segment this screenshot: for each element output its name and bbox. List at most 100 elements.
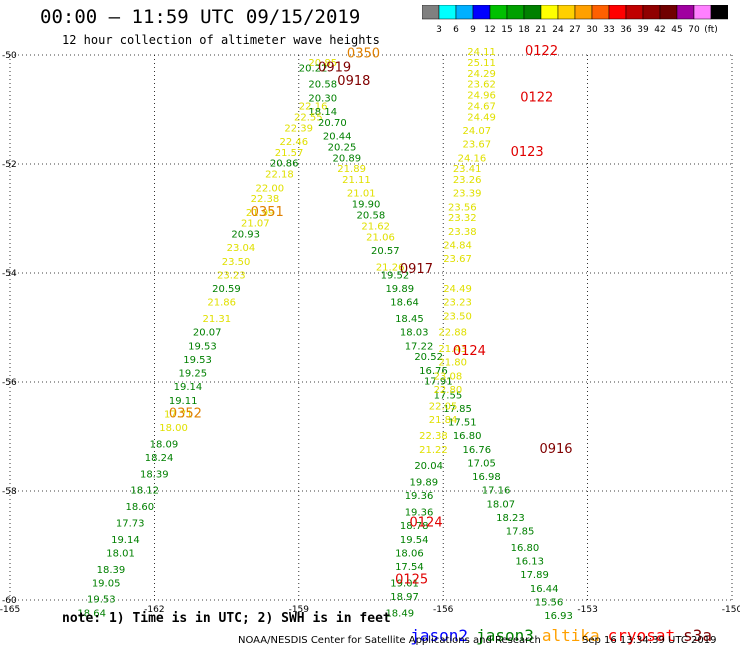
swh-point-label: 16.76 — [419, 366, 448, 377]
colorbar-label: 39 — [637, 25, 649, 35]
swh-point-label: 21.26 — [376, 262, 405, 273]
swh-point-label: 19.90 — [352, 200, 381, 211]
swh-point-label: 18.78 — [400, 521, 429, 532]
swh-point-label: 17.73 — [116, 518, 145, 529]
swh-point-label: 23.38 — [448, 227, 477, 238]
swh-point-label: 21.99 — [246, 208, 275, 219]
swh-point-label: 19.89 — [410, 478, 439, 489]
satellite-jason2: jason2 — [410, 626, 469, 645]
swh-point-label: 25.11 — [467, 58, 496, 69]
swh-point-label: 18.23 — [496, 513, 525, 524]
pass-time-label: 0350 — [347, 47, 380, 62]
swh-point-label: 20.85 — [308, 58, 337, 69]
x-tick-label: -156 — [433, 605, 454, 615]
swh-point-label: 21.11 — [342, 175, 371, 186]
swh-point-label: 21.57 — [275, 148, 304, 159]
satellite-cryosat: cryosat — [607, 626, 676, 645]
swh-point-label: 21.07 — [241, 219, 270, 230]
pass-time-label: 0352 — [169, 406, 202, 421]
swh-point-label: 22.00 — [255, 183, 284, 194]
swh-point-label: 24.16 — [458, 153, 487, 164]
x-tick-label: -159 — [289, 605, 310, 615]
colorbar-label: 33 — [603, 25, 614, 35]
swh-point-label: 23.23 — [443, 298, 472, 309]
colorbar-swatch — [710, 5, 728, 20]
chart-area: -165 -162 -159 -156 -153 -150 -50 -52 -54 -56 -58 -… — [0, 44, 740, 620]
swh-point-label: 24.49 — [443, 284, 472, 295]
swh-point-label: 17.55 — [434, 390, 463, 401]
swh-point-label: 23.50 — [222, 257, 251, 268]
swh-point-label: 22.88 — [438, 328, 467, 339]
pass-time-label: 0125 — [395, 573, 428, 588]
swh-point-label: 18.64 — [390, 298, 419, 309]
colorbar-label: 21 — [535, 25, 546, 35]
swh-point-label: 21.31 — [203, 314, 232, 325]
swh-point-label: 17.51 — [448, 418, 477, 429]
swh-point-label: 24.49 — [467, 112, 496, 123]
swh-point-label: 20.57 — [371, 246, 400, 257]
swh-point-label: 15.56 — [535, 597, 564, 608]
swh-point-label: 17.91 — [424, 377, 453, 388]
swh-point-label: 19.36 — [405, 508, 434, 519]
swh-point-label: 21.43 — [438, 344, 467, 355]
pass-time-label: 0917 — [400, 262, 433, 277]
x-tick-label: -162 — [144, 605, 164, 615]
swh-point-label: 22.38 — [251, 194, 280, 205]
satellite-jason3: jason3 — [476, 626, 534, 645]
swh-point-label: 18.03 — [400, 328, 429, 339]
swh-point-label: 24.07 — [462, 126, 491, 137]
x-tick-label: -165 — [0, 605, 20, 615]
swh-point-label: 20.30 — [308, 93, 337, 104]
swh-point-label: 19.05 — [92, 578, 121, 589]
swh-point-label: 19.14 — [111, 535, 140, 546]
swh-point-label: 17.85 — [443, 404, 472, 415]
colorbar-label: 45 — [671, 25, 682, 35]
swh-point-label: 19.25 — [178, 369, 207, 380]
swh-point-label: 20.22 — [299, 63, 328, 74]
swh-point-label: 20.93 — [231, 230, 260, 241]
pass-time-label: 0124 — [410, 515, 443, 530]
swh-point-label: 22.39 — [284, 123, 313, 134]
swh-point-label: 20.86 — [270, 159, 299, 170]
swh-point-label: 19.11 — [169, 396, 198, 407]
swh-point-label: 18.39 — [140, 469, 169, 480]
swh-point-label: 19.52 — [381, 270, 410, 281]
swh-point-label: 19.36 — [405, 491, 434, 502]
swh-point-label: 22.38 — [419, 431, 448, 442]
swh-point-label: 22.18 — [265, 170, 294, 181]
swh-point-label: 19.53 — [188, 341, 217, 352]
swh-point-label: 20.04 — [414, 461, 443, 472]
swh-point-label: 21.80 — [438, 358, 467, 369]
swh-point-label: 23.62 — [467, 80, 496, 91]
swh-point-label: 17.05 — [467, 458, 496, 469]
swh-point-label: 24.96 — [467, 91, 496, 102]
swh-point-label: 24.67 — [467, 102, 496, 113]
swh-point-label: 20.58 — [308, 80, 337, 91]
colorbar-label: 9 — [470, 25, 476, 35]
pass-time-label: 0919 — [318, 60, 351, 75]
swh-point-label: 23.67 — [462, 140, 491, 151]
swh-point-label: 21.62 — [361, 221, 390, 232]
swh-point-label: 18.49 — [385, 608, 414, 619]
swh-point-label: 21.89 — [337, 164, 366, 175]
page-title: 00:00 – 11:59 UTC 09/15/2019 — [40, 6, 361, 28]
swh-point-label: 22.46 — [280, 137, 309, 148]
swh-point-label: 21.01 — [347, 189, 376, 200]
footer-note: note: 1) Time is in UTC; 2) SWH is in fe… — [62, 611, 391, 626]
swh-point-label: 16.13 — [515, 557, 544, 568]
satellite-altika: altika — [541, 626, 600, 645]
pass-time-label: 0918 — [337, 74, 370, 89]
swh-point-label: 16.76 — [462, 445, 491, 456]
pass-time-label: 0122 — [525, 44, 558, 59]
swh-point-label: 19.53 — [183, 355, 212, 366]
swh-point-label: 20.52 — [414, 352, 443, 363]
swh-point-label: 22.16 — [299, 102, 328, 113]
swh-point-label: 23.56 — [448, 202, 477, 213]
swh-point-label: 18.97 — [390, 592, 419, 603]
swh-point-label: 24.29 — [467, 69, 496, 80]
swh-point-label: 17.71 — [164, 409, 193, 420]
swh-point-label: 21.22 — [419, 445, 448, 456]
x-tick-label: -150 — [722, 605, 740, 615]
swh-point-label: 18.00 — [159, 423, 188, 434]
swh-point-label: 17.54 — [395, 562, 424, 573]
